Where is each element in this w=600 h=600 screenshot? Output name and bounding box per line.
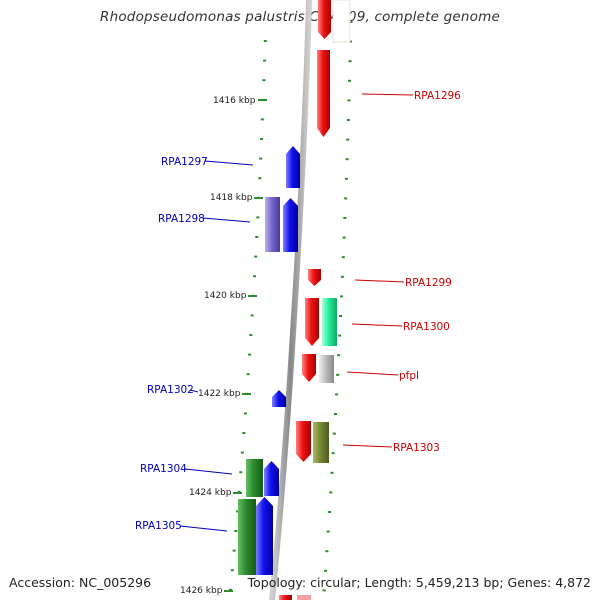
leader-rpa1298 bbox=[202, 217, 251, 223]
gene-labels: RPA1296 RPA1299 RPA1300 pfpI RPA1303 RPA… bbox=[135, 90, 461, 532]
gene-pfpi[interactable] bbox=[302, 354, 316, 382]
leader-rpa1305 bbox=[179, 525, 228, 532]
gene-bottom-forward[interactable] bbox=[279, 595, 292, 600]
label-rpa1304: RPA1304 bbox=[140, 463, 187, 475]
scale-label-1418: 1418 kbp bbox=[210, 193, 253, 203]
gene-rpa1300-cog[interactable] bbox=[322, 298, 337, 346]
leader-rpa1303 bbox=[342, 444, 393, 448]
gene-rpa1302[interactable] bbox=[272, 390, 286, 407]
gene-rpa1304-cog[interactable] bbox=[246, 459, 263, 497]
leader-rpa1297 bbox=[204, 160, 254, 166]
gene-rpa1303-cog[interactable] bbox=[313, 422, 329, 463]
label-rpa1299: RPA1299 bbox=[405, 277, 452, 289]
gene-rpa1304[interactable] bbox=[264, 461, 279, 496]
accession-label: Accession: NC_005296 bbox=[9, 575, 152, 590]
leader-rpa1300 bbox=[351, 323, 403, 327]
gene-rpa1299[interactable] bbox=[308, 269, 321, 286]
scale-labels: 1416 kbp 1418 kbp 1420 kbp 1422 kbp 1424… bbox=[180, 96, 267, 596]
gene-rpa1303[interactable] bbox=[296, 421, 311, 462]
gene-rpa1300[interactable] bbox=[305, 298, 319, 346]
label-pfpi: pfpI bbox=[399, 370, 419, 382]
scale-label-1416: 1416 kbp bbox=[213, 96, 256, 106]
gene-top-forward[interactable] bbox=[318, 0, 331, 39]
gene-rpa1298[interactable] bbox=[283, 198, 298, 252]
gene-bottom-forward-partner[interactable] bbox=[297, 595, 311, 600]
gene-rpa1296[interactable] bbox=[317, 50, 330, 137]
scale-ticks-outer bbox=[322, 21, 353, 592]
label-leaders bbox=[179, 93, 414, 532]
label-rpa1298: RPA1298 bbox=[158, 213, 205, 225]
leader-rpa1296 bbox=[361, 93, 414, 96]
label-rpa1300: RPA1300 bbox=[403, 321, 450, 333]
leader-rpa1299 bbox=[354, 279, 405, 283]
leader-rpa1304 bbox=[184, 468, 233, 475]
reverse-genes bbox=[238, 146, 300, 575]
scale-label-1422: 1422 kbp bbox=[198, 389, 241, 399]
label-rpa1296: RPA1296 bbox=[414, 90, 461, 102]
genome-summary: Topology: circular; Length: 5,459,213 bp… bbox=[247, 575, 591, 590]
gene-rpa1298-cog[interactable] bbox=[265, 197, 280, 252]
scale-label-1426: 1426 kbp bbox=[180, 586, 223, 596]
label-rpa1302: RPA1302 bbox=[147, 384, 194, 396]
gene-rpa1297[interactable] bbox=[286, 146, 300, 188]
label-rpa1303: RPA1303 bbox=[393, 442, 440, 454]
leader-pfpi bbox=[346, 371, 399, 376]
label-rpa1297: RPA1297 bbox=[161, 156, 208, 168]
forward-genes bbox=[279, 0, 351, 600]
gene-top-forward-partner[interactable] bbox=[332, 0, 351, 43]
gene-pfpi-cog[interactable] bbox=[319, 355, 334, 383]
gene-rpa1305-cog[interactable] bbox=[238, 499, 256, 575]
genome-backbone bbox=[269, 0, 312, 600]
gene-rpa1305[interactable] bbox=[256, 497, 273, 575]
label-rpa1305: RPA1305 bbox=[135, 520, 182, 532]
scale-label-1420: 1420 kbp bbox=[204, 291, 247, 301]
map-title: Rhodopseudomonas palustris CGA009, compl… bbox=[100, 9, 500, 25]
leader-rpa1302 bbox=[189, 389, 199, 393]
scale-label-1424: 1424 kbp bbox=[189, 488, 232, 498]
